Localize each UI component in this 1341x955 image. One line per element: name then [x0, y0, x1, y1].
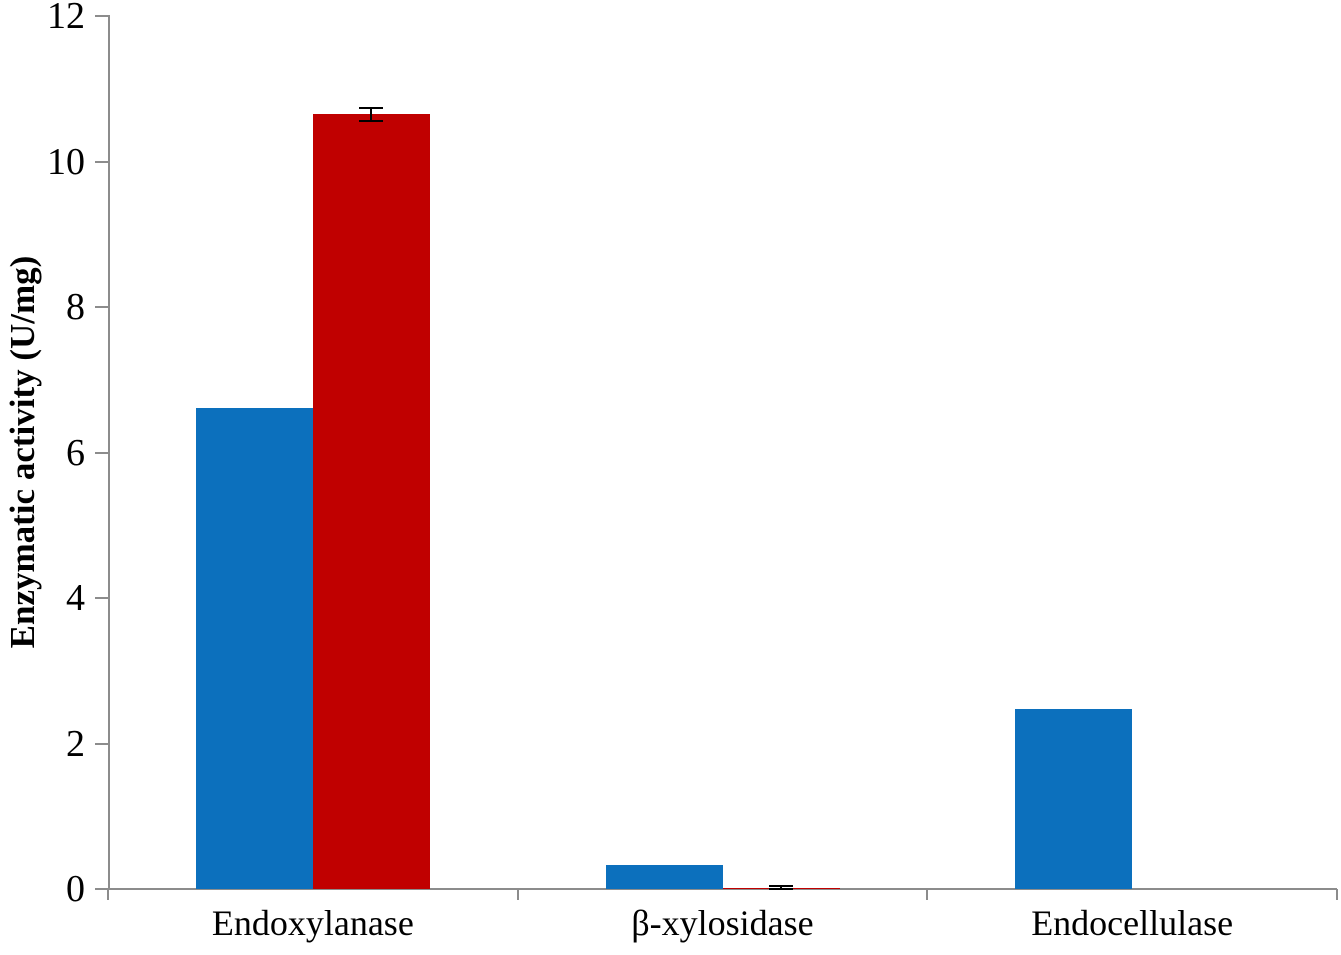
error-bar-cap-bottom	[769, 887, 793, 890]
bar-blue-2	[1015, 709, 1133, 889]
x-axis-line	[108, 888, 1337, 890]
x-axis-tick	[1336, 889, 1338, 900]
y-axis-line	[108, 15, 110, 889]
y-axis-tick-label: 12	[47, 0, 85, 37]
x-axis-category-label: Endocellulase	[1031, 903, 1234, 943]
y-axis-tick-label: 10	[47, 140, 85, 183]
y-axis-tick	[95, 451, 108, 454]
x-axis-tick	[107, 889, 109, 900]
x-axis-category-label: Endoxylanase	[211, 903, 414, 943]
y-axis-tick	[95, 888, 108, 890]
error-bar-line	[370, 107, 373, 121]
y-axis-tick-label: 6	[66, 431, 85, 474]
y-axis-tick	[95, 597, 108, 599]
bar-blue-0	[195, 408, 313, 889]
y-axis-tick	[95, 160, 108, 163]
error-bar-line	[780, 886, 782, 889]
y-axis-tick-label: 8	[66, 286, 85, 328]
y-axis-tick-label: 4	[66, 577, 85, 619]
y-axis-tick-label: 2	[66, 722, 85, 765]
error-bar-cap-bottom	[359, 119, 384, 122]
x-axis-tick	[516, 889, 519, 900]
error-bar-cap-top	[359, 106, 384, 109]
bar-blue-1	[605, 864, 723, 889]
y-axis-tick	[95, 306, 108, 308]
y-axis-tick	[95, 742, 108, 745]
y-axis-tick-label: 0	[66, 868, 85, 910]
error-bar-cap-top	[769, 885, 793, 888]
x-axis-tick	[926, 889, 929, 900]
y-axis-tick	[95, 15, 108, 17]
x-axis-category-label: β-xylosidase	[631, 903, 814, 943]
bar-red-0	[312, 114, 430, 889]
